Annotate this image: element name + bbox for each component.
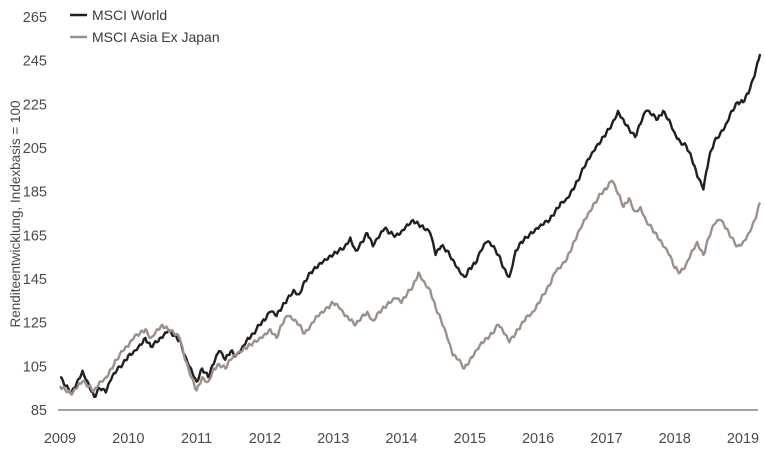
x-tick-label: 2015 xyxy=(454,431,486,447)
x-tick-label: 2012 xyxy=(249,431,281,447)
x-tick-label: 2013 xyxy=(317,431,349,447)
legend-label-msci-world: MSCI World xyxy=(92,7,167,23)
x-tick-label: 2010 xyxy=(112,431,144,447)
y-tick-label: 145 xyxy=(23,272,47,288)
x-tick-label: 2009 xyxy=(44,431,76,447)
y-tick-label: 105 xyxy=(23,359,47,375)
y-tick-label: 165 xyxy=(23,228,47,244)
msci-asia-ex-japan-line xyxy=(58,179,762,396)
x-tick-label: 2019 xyxy=(727,431,759,447)
y-axis-title: Renditeentwicklung, Indexbasis = 100 xyxy=(8,100,23,327)
y-tick-label: 125 xyxy=(23,316,47,332)
legend-label-msci-asia-ex-japan: MSCI Asia Ex Japan xyxy=(92,29,220,45)
y-tick-label: 225 xyxy=(23,97,47,113)
x-tick-label: 2014 xyxy=(385,431,417,447)
x-tick-label: 2011 xyxy=(181,431,212,447)
y-tick-label: 205 xyxy=(23,141,47,157)
x-tick-label: 2016 xyxy=(522,431,554,447)
y-tick-label: 265 xyxy=(23,10,47,26)
x-tick-label: 2017 xyxy=(590,431,622,447)
x-axis-ticks: 2009 2010 2011 2012 2013 2014 2015 2016 2017 2018… xyxy=(44,431,759,447)
y-axis-ticks: 85 105 125 145 165 185 205 225 245 265 xyxy=(23,10,47,419)
legend: MSCI World MSCI Asia Ex Japan xyxy=(70,7,220,45)
y-tick-label: 85 xyxy=(31,403,47,419)
y-tick-label: 245 xyxy=(23,54,47,70)
msci-world-line xyxy=(59,53,762,399)
x-tick-label: 2018 xyxy=(659,431,691,447)
y-tick-label: 185 xyxy=(23,185,47,201)
